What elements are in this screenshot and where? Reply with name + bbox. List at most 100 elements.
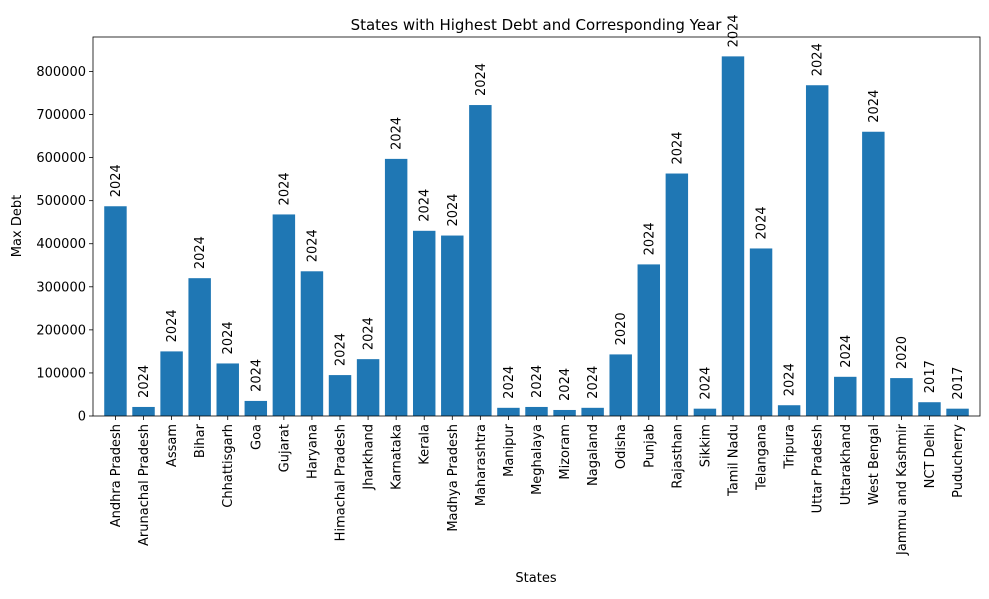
- bar: [749, 248, 773, 416]
- bar-value-label: 2024: [502, 366, 517, 399]
- bar-value-label: 2024: [642, 222, 657, 255]
- bar: [356, 359, 380, 416]
- bar: [805, 85, 829, 417]
- bar-value-label: 2024: [446, 193, 461, 226]
- bar: [244, 400, 268, 416]
- bar: [553, 409, 576, 416]
- bar-value-label: 2024: [811, 43, 826, 76]
- chart-title: States with Highest Debt and Correspondi…: [351, 16, 723, 34]
- bar: [777, 405, 801, 416]
- x-tick-label: Gujarat: [277, 424, 292, 472]
- x-tick-label: Haryana: [305, 424, 320, 479]
- bar-value-label: 2024: [530, 365, 545, 398]
- bar-value-label: 2024: [109, 164, 124, 197]
- bar: [328, 375, 352, 416]
- bar: [132, 406, 155, 416]
- x-tick-label: Mizoram: [558, 424, 573, 480]
- x-tick-label: Chhattisgarh: [221, 424, 236, 508]
- bar-value-label: 2024: [558, 368, 573, 401]
- y-axis-label: Max Debt: [10, 195, 25, 257]
- bar: [637, 264, 661, 416]
- y-tick-label: 800000: [36, 65, 86, 80]
- x-tick-label: Himachal Pradesh: [334, 424, 349, 541]
- bar: [441, 235, 464, 416]
- bar: [104, 206, 127, 416]
- x-tick-label: Rajasthan: [670, 424, 685, 489]
- x-tick-label: Arunachal Pradesh: [137, 424, 152, 546]
- x-axis-label: States: [515, 571, 556, 586]
- x-tick-label: Kerala: [418, 424, 433, 465]
- x-tick-label: West Bengal: [867, 424, 882, 505]
- bar-value-label: 2024: [305, 229, 320, 262]
- y-tick-label: 200000: [36, 323, 86, 338]
- x-tick-label: NCT Delhi: [923, 424, 938, 488]
- bar-value-label: 2024: [193, 236, 208, 269]
- bar-value-label: 2024: [362, 317, 377, 350]
- bar: [497, 407, 520, 416]
- bar: [300, 271, 324, 416]
- bar: [188, 278, 211, 416]
- bar-value-label: 2024: [783, 363, 798, 396]
- bar-value-label: 2024: [334, 333, 349, 366]
- bar: [693, 408, 717, 416]
- bar: [216, 363, 239, 416]
- bar-value-label: 2024: [165, 309, 180, 342]
- x-tick-label: Jammu and Kashmir: [895, 423, 910, 556]
- bar-value-label: 2024: [249, 359, 264, 392]
- bar-value-label: 2024: [221, 321, 236, 354]
- x-tick-label: Karnataka: [390, 424, 405, 490]
- x-tick-label: Madhya Pradesh: [446, 424, 461, 532]
- y-tick-label: 0: [78, 410, 86, 425]
- bar-value-label: 2024: [839, 335, 854, 368]
- bar: [665, 173, 689, 416]
- bar-value-label: 2024: [586, 366, 601, 399]
- x-tick-label: Tamil Nadu: [726, 424, 741, 497]
- x-tick-label: Nagaland: [586, 424, 601, 486]
- bar-value-label: 2017: [951, 367, 966, 400]
- bar-value-label: 2024: [867, 90, 882, 123]
- bar-value-label: 2024: [755, 206, 770, 239]
- x-tick-label: Tripura: [783, 424, 798, 470]
- bar: [946, 408, 969, 416]
- bar-value-label: 2024: [726, 14, 741, 47]
- y-axis: 0 100000 200000 300000 400000 500000 600000 700…: [36, 65, 93, 425]
- bar-value-label: 2024: [474, 63, 489, 96]
- x-tick-label: Jharkhand: [362, 424, 377, 491]
- x-axis: Andhra Pradesh Arunachal Pradesh Assam Biha…: [109, 416, 966, 556]
- bar: [609, 354, 632, 416]
- bar-value-label: 2024: [137, 365, 152, 398]
- x-tick-label: Goa: [249, 424, 264, 450]
- bar-value-label: 2024: [277, 172, 292, 205]
- bar-value-label: 2020: [614, 312, 629, 345]
- y-tick-label: 700000: [36, 108, 86, 123]
- bar: [581, 407, 604, 416]
- bar: [412, 230, 436, 416]
- bar: [384, 158, 408, 417]
- y-tick-label: 100000: [36, 366, 86, 381]
- x-tick-label: Uttarakhand: [839, 424, 854, 505]
- bar: [862, 131, 885, 416]
- bar-labels: 2024 2024 2024 2024 2024 2024 2024 2024 2024 2024…: [109, 14, 966, 401]
- x-tick-label: Maharashtra: [474, 424, 489, 506]
- bar: [525, 406, 548, 416]
- bar: [721, 56, 745, 417]
- bar-value-label: 2017: [923, 360, 938, 393]
- bar: [272, 214, 296, 416]
- bar: [834, 376, 857, 416]
- bar: [918, 402, 941, 416]
- y-tick-label: 500000: [36, 194, 86, 209]
- y-tick-label: 300000: [36, 280, 86, 295]
- x-tick-label: Telangana: [755, 424, 770, 491]
- y-tick-label: 600000: [36, 151, 86, 166]
- bar-value-label: 2024: [698, 367, 713, 400]
- x-tick-label: Puducherry: [951, 424, 966, 498]
- bar: [160, 351, 183, 416]
- x-tick-label: Meghalaya: [530, 424, 545, 495]
- x-tick-label: Bihar: [193, 423, 208, 458]
- bar-value-label: 2024: [670, 131, 685, 164]
- x-tick-label: Uttar Pradesh: [811, 424, 826, 513]
- bar: [890, 378, 913, 416]
- bar-value-label: 2024: [418, 189, 433, 222]
